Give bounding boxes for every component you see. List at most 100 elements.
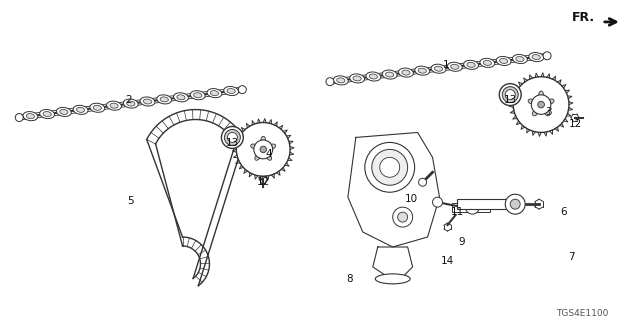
Circle shape xyxy=(505,194,525,214)
Circle shape xyxy=(254,140,273,159)
Circle shape xyxy=(397,212,408,222)
Text: 8: 8 xyxy=(347,274,353,284)
Ellipse shape xyxy=(547,99,554,104)
Ellipse shape xyxy=(23,112,38,121)
Circle shape xyxy=(419,178,427,186)
Ellipse shape xyxy=(194,93,202,98)
Ellipse shape xyxy=(539,91,543,98)
Circle shape xyxy=(505,90,515,100)
Ellipse shape xyxy=(431,64,446,73)
Circle shape xyxy=(513,77,569,132)
Ellipse shape xyxy=(366,72,381,81)
Text: 7: 7 xyxy=(568,252,574,262)
Ellipse shape xyxy=(266,154,271,160)
Ellipse shape xyxy=(447,62,462,71)
Text: 14: 14 xyxy=(441,256,454,266)
Ellipse shape xyxy=(385,72,394,77)
Ellipse shape xyxy=(227,89,236,93)
Ellipse shape xyxy=(160,97,168,102)
Circle shape xyxy=(543,52,551,60)
Ellipse shape xyxy=(73,105,88,114)
Circle shape xyxy=(433,197,442,207)
Ellipse shape xyxy=(369,74,378,79)
Ellipse shape xyxy=(211,91,218,96)
Circle shape xyxy=(531,95,551,114)
Ellipse shape xyxy=(375,274,410,284)
Ellipse shape xyxy=(399,68,413,77)
Ellipse shape xyxy=(435,66,443,71)
Ellipse shape xyxy=(544,109,550,116)
Circle shape xyxy=(465,200,479,214)
Circle shape xyxy=(260,146,266,153)
Circle shape xyxy=(326,78,334,86)
Ellipse shape xyxy=(418,68,426,73)
Ellipse shape xyxy=(77,107,84,112)
Circle shape xyxy=(15,114,23,122)
Text: FR.: FR. xyxy=(572,12,595,24)
Ellipse shape xyxy=(255,154,260,160)
Ellipse shape xyxy=(269,144,276,149)
Ellipse shape xyxy=(40,109,54,119)
Ellipse shape xyxy=(467,62,475,67)
Text: 13: 13 xyxy=(504,95,517,105)
Ellipse shape xyxy=(60,109,68,115)
Circle shape xyxy=(499,84,521,106)
Ellipse shape xyxy=(516,57,524,61)
Ellipse shape xyxy=(124,99,138,108)
Ellipse shape xyxy=(157,95,172,104)
Ellipse shape xyxy=(224,86,239,96)
Text: 13: 13 xyxy=(226,139,239,148)
Circle shape xyxy=(236,123,290,176)
Text: 10: 10 xyxy=(405,194,418,204)
Circle shape xyxy=(538,101,545,108)
Ellipse shape xyxy=(110,103,118,108)
Ellipse shape xyxy=(496,56,511,66)
Ellipse shape xyxy=(93,105,101,110)
Ellipse shape xyxy=(382,70,397,79)
Circle shape xyxy=(502,87,518,103)
Text: 9: 9 xyxy=(458,237,465,247)
Text: 3: 3 xyxy=(545,107,552,116)
Ellipse shape xyxy=(43,112,51,116)
Ellipse shape xyxy=(207,89,222,98)
Circle shape xyxy=(227,132,237,142)
Ellipse shape xyxy=(529,52,543,62)
Ellipse shape xyxy=(532,109,538,116)
Circle shape xyxy=(365,142,415,192)
Text: 12: 12 xyxy=(568,119,582,130)
Ellipse shape xyxy=(333,76,348,85)
Ellipse shape xyxy=(140,97,155,106)
Circle shape xyxy=(380,157,399,177)
Circle shape xyxy=(510,199,520,209)
Ellipse shape xyxy=(451,64,459,69)
Ellipse shape xyxy=(463,60,479,69)
Circle shape xyxy=(225,130,241,145)
Ellipse shape xyxy=(90,103,105,112)
Bar xyxy=(458,199,508,209)
Text: 12: 12 xyxy=(257,177,270,187)
Ellipse shape xyxy=(349,74,365,83)
Ellipse shape xyxy=(528,99,535,104)
Ellipse shape xyxy=(483,60,492,65)
Ellipse shape xyxy=(107,101,122,110)
Ellipse shape xyxy=(532,55,540,60)
Ellipse shape xyxy=(127,101,135,106)
Ellipse shape xyxy=(261,136,266,143)
Polygon shape xyxy=(348,132,440,247)
Circle shape xyxy=(393,207,413,227)
Circle shape xyxy=(238,86,246,94)
Text: TGS4E1100: TGS4E1100 xyxy=(556,309,609,318)
Text: 11: 11 xyxy=(451,207,464,217)
Ellipse shape xyxy=(177,95,185,100)
Ellipse shape xyxy=(337,78,345,83)
Text: 1: 1 xyxy=(443,60,450,70)
Ellipse shape xyxy=(251,144,257,149)
Text: 5: 5 xyxy=(127,196,134,206)
Ellipse shape xyxy=(513,54,527,64)
Ellipse shape xyxy=(173,93,188,102)
Ellipse shape xyxy=(143,99,152,104)
Ellipse shape xyxy=(353,76,361,81)
Text: 6: 6 xyxy=(561,207,567,217)
Ellipse shape xyxy=(500,59,508,63)
Text: 4: 4 xyxy=(266,149,273,159)
